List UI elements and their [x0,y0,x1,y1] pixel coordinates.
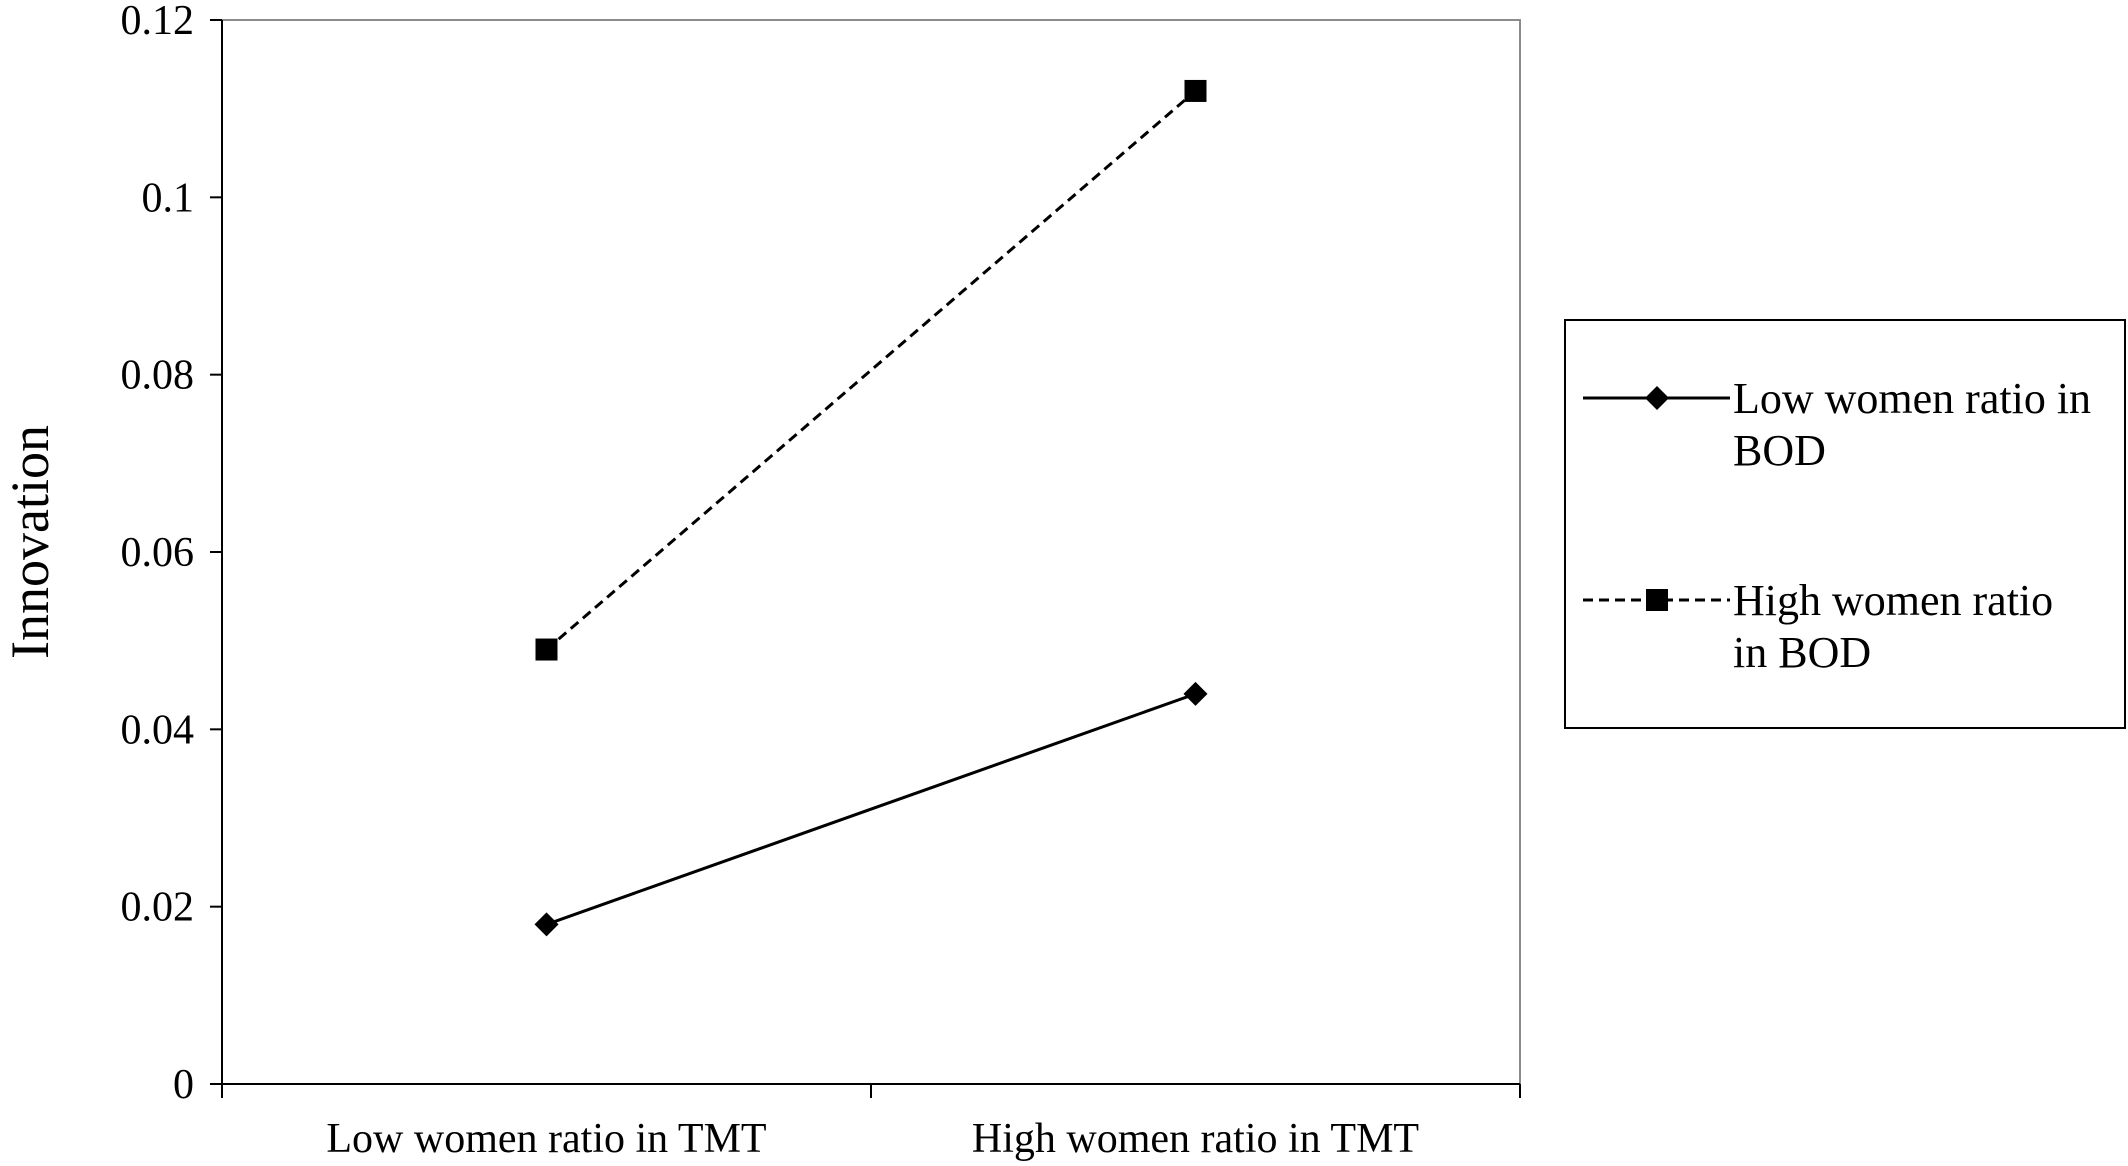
series-1-line [545,692,1197,926]
plot-area-border [221,19,1521,1085]
legend-label-1: Low women ratio in [1733,374,2091,423]
legend-swatch-marker-2 [1646,589,1668,611]
y-tick-label: 0.12 [121,0,195,44]
legend-swatch-marker-1 [1645,386,1669,410]
x-tick-label: High women ratio in TMT [972,1116,1419,1162]
x-tick-label: Low women ratio in TMT [326,1116,766,1162]
legend-label-2: High women ratio [1733,576,2053,625]
y-tick-label: 0.04 [121,707,195,753]
y-axis-title: Innovation [0,425,60,659]
series-1-point-2 [1183,681,1208,706]
y-tick-label: 0 [173,1062,194,1108]
y-tick-label: 0.08 [121,353,195,399]
series-2-point-2 [1184,79,1207,102]
series-1-point-1 [534,912,559,937]
y-tick-label: 0.1 [142,175,195,221]
y-tick-label: 0.02 [121,885,195,931]
series-2-line [545,89,1197,651]
legend-label-1: BOD [1733,426,1826,475]
series-2-point-1 [535,638,558,661]
legend-label-2: in BOD [1733,628,1871,677]
y-tick-label: 0.06 [121,530,195,576]
